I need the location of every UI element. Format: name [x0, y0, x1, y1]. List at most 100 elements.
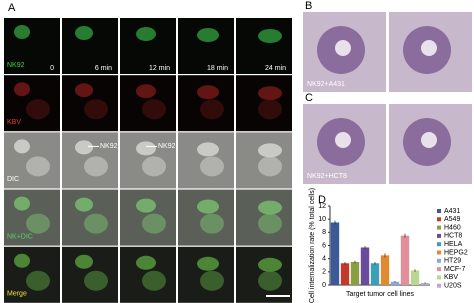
y-tick-label: 2	[322, 269, 326, 276]
bar	[420, 283, 430, 285]
panel-label: D	[318, 194, 326, 206]
legend-swatch	[437, 233, 441, 238]
time-label: 12 min	[149, 65, 170, 72]
panel-label: B	[305, 0, 312, 12]
cell	[26, 213, 50, 234]
y-tick-label: 4	[322, 256, 326, 263]
cell	[258, 257, 282, 272]
panel-label: A	[8, 2, 16, 14]
time-label: 6 min	[95, 65, 112, 72]
legend-swatch	[437, 242, 441, 247]
cell	[197, 142, 219, 157]
time-label: 24 min	[265, 65, 286, 72]
cell	[200, 99, 224, 120]
bar	[330, 222, 340, 285]
y-tick-label: 10	[318, 216, 326, 223]
cell	[197, 256, 219, 271]
cell	[136, 198, 156, 213]
caption: NK92+HCT8	[307, 173, 347, 180]
cell	[84, 270, 108, 291]
y-tick-label: 0	[322, 282, 326, 289]
row-label: KBV	[7, 119, 21, 126]
cell	[75, 83, 93, 98]
legend-swatch	[437, 275, 441, 280]
cell	[258, 86, 282, 101]
y-tick-label: 12	[318, 203, 326, 210]
legend-label: A431	[444, 208, 460, 215]
cell	[258, 156, 282, 177]
cell	[335, 40, 351, 56]
legend-label: HELA	[444, 241, 463, 248]
cell	[142, 99, 166, 120]
cell	[258, 200, 282, 215]
cell	[142, 270, 166, 291]
bar	[410, 270, 420, 285]
legend-swatch	[437, 250, 441, 255]
cell	[26, 270, 50, 291]
cell	[258, 270, 282, 291]
cell	[136, 141, 156, 156]
cell	[136, 27, 156, 41]
cell	[421, 132, 437, 148]
cell	[136, 84, 156, 99]
legend-swatch	[437, 225, 441, 230]
cell	[26, 99, 50, 120]
annotation: NK92	[158, 143, 176, 150]
cell	[258, 213, 282, 234]
cell	[14, 25, 30, 39]
cell	[84, 156, 108, 177]
cell	[197, 28, 219, 42]
y-axis-label: Cell internalization rate (% total cells…	[309, 188, 316, 303]
cell	[258, 143, 282, 158]
row-label: NK+DIC	[7, 233, 33, 240]
cell	[136, 255, 156, 270]
bar	[390, 281, 400, 285]
cell	[421, 40, 437, 56]
cell	[14, 253, 30, 268]
row-label: DIC	[7, 176, 19, 183]
legend-swatch	[437, 209, 441, 213]
cell	[197, 85, 219, 100]
bar	[350, 261, 360, 285]
legend-swatch	[437, 217, 441, 222]
bar	[340, 263, 350, 285]
legend-swatch	[437, 283, 441, 288]
x-axis-label: Target tumor cell lines	[346, 291, 415, 298]
legend-label: HEPG2	[444, 249, 468, 256]
cell	[200, 270, 224, 291]
cell	[258, 29, 282, 43]
cell	[197, 199, 219, 214]
micrograph	[62, 18, 118, 74]
cell	[14, 82, 30, 97]
y-tick-label: 6	[322, 242, 326, 249]
legend-label: HT29	[444, 258, 461, 265]
time-label: 18 min	[207, 65, 228, 72]
cell	[200, 156, 224, 177]
time-label: 0	[50, 65, 54, 72]
legend-label: KBV	[444, 274, 458, 281]
panel-label: C	[305, 92, 313, 104]
caption: NK92+A431	[307, 81, 345, 88]
annotation: NK92	[100, 143, 118, 150]
cell	[200, 213, 224, 234]
cell	[14, 196, 30, 211]
cell	[84, 99, 108, 120]
cell	[75, 140, 93, 155]
legend-label: A549	[444, 216, 460, 223]
cell	[14, 139, 30, 154]
row-label: Merge	[7, 291, 27, 298]
micrograph	[236, 18, 292, 74]
cell	[142, 213, 166, 234]
cell	[75, 26, 93, 40]
legend-swatch	[437, 258, 441, 263]
bar	[360, 247, 370, 285]
cell	[142, 156, 166, 177]
legend-label: U20S	[444, 283, 462, 290]
legend-label: HCT8	[444, 233, 462, 240]
bar	[400, 235, 410, 285]
bar	[370, 263, 380, 285]
cell	[335, 132, 351, 148]
cell	[75, 197, 93, 212]
